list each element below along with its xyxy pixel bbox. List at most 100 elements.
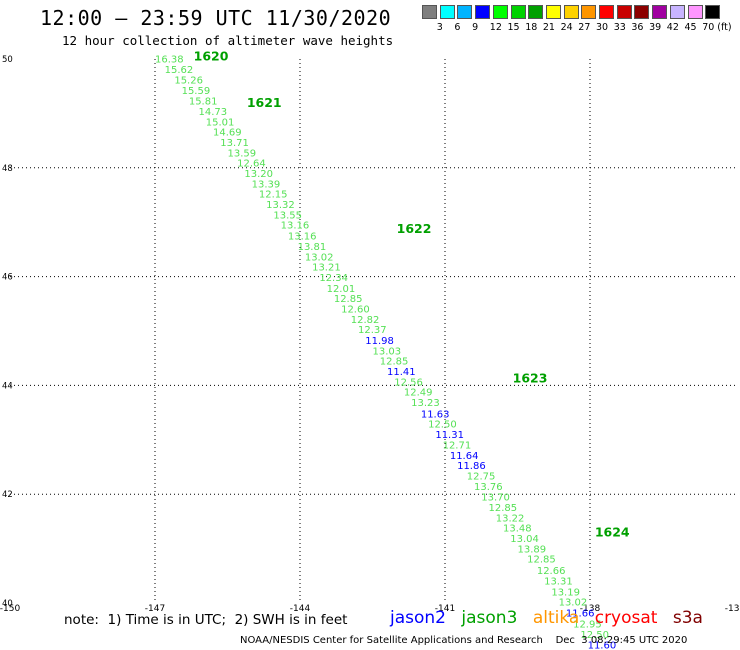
time-marker: 1623 xyxy=(513,371,548,386)
colorbar-swatch xyxy=(687,5,703,19)
swh-point: 12.85 xyxy=(380,357,409,368)
swh-point: 13.20 xyxy=(244,169,273,180)
swh-point: 12.01 xyxy=(327,284,356,295)
colorbar-swatch xyxy=(475,5,491,19)
colorbar-swatch xyxy=(705,5,721,19)
swh-point: 15.01 xyxy=(206,117,235,128)
colorbar-swatch xyxy=(422,5,437,19)
lat-tick-label: 42 xyxy=(2,490,13,500)
colorbar-swatch xyxy=(616,5,632,19)
swh-point: 13.23 xyxy=(411,398,440,409)
colorbar-swatch xyxy=(599,5,614,19)
swh-point: 13.81 xyxy=(298,242,327,253)
swh-point: 12.34 xyxy=(319,273,348,284)
colorbar-label: 15 xyxy=(507,22,520,33)
swh-point: 11.98 xyxy=(365,336,394,347)
colorbar-label: 30 xyxy=(596,22,609,33)
swh-point: 13.04 xyxy=(510,534,539,545)
swh-point: 13.02 xyxy=(305,252,334,263)
swh-point: 13.71 xyxy=(220,138,249,149)
colorbar-label: 3 xyxy=(436,22,443,33)
swh-point: 13.48 xyxy=(503,524,532,535)
swh-point: 13.32 xyxy=(266,200,295,211)
colorbar-swatch xyxy=(669,5,685,19)
page-subtitle: 12 hour collection of altimeter wave hei… xyxy=(62,33,394,48)
time-marker: 1621 xyxy=(247,95,282,110)
legend-jason3: jason3 xyxy=(461,608,518,628)
axis-ticks: -150 -147 -144 -141 -138 -135 50 48 46 44 42 40 xyxy=(0,55,740,614)
lat-tick-label: 46 xyxy=(2,273,13,283)
swh-point: 11.60 xyxy=(588,641,617,650)
swh-point: 14.69 xyxy=(213,128,242,139)
swh-point: 13.59 xyxy=(228,148,257,159)
legend-jason2: jason2 xyxy=(390,608,446,628)
swh-point: 13.21 xyxy=(312,263,341,274)
page-title: 12:00 — 23:59 UTC 11/30/2020 xyxy=(40,6,392,30)
swh-point: 12.85 xyxy=(489,503,518,514)
colorbar-swatch xyxy=(652,5,668,19)
swh-point: 12.50 xyxy=(428,419,457,430)
swh-point: 12.71 xyxy=(443,441,472,452)
swh-point: 16.38 xyxy=(155,54,184,65)
swh-point: 13.16 xyxy=(288,232,317,243)
colorbar-label: 6 xyxy=(454,22,461,33)
swh-point: 11.64 xyxy=(450,451,479,462)
colorbar-label: 27 xyxy=(578,22,591,33)
swh-point: 12.60 xyxy=(341,305,370,316)
lon-tick-label: -141 xyxy=(435,604,455,614)
lon-tick-label: -147 xyxy=(145,604,165,614)
credit-line: NOAA/NESDIS Center for Satellite Applica… xyxy=(240,635,688,646)
legend-cryosat: cryosat xyxy=(594,608,658,628)
swh-point: 12.49 xyxy=(404,388,433,399)
swh-point: 11.86 xyxy=(457,461,486,472)
swh-point: 13.39 xyxy=(252,179,281,190)
time-marker: 1620 xyxy=(194,49,229,64)
time-marker: 1624 xyxy=(595,525,630,540)
time-markers: 1620 1621 1622 1623 1624 xyxy=(194,49,630,540)
lat-tick-label: 44 xyxy=(2,381,13,391)
lat-tick-label: 48 xyxy=(2,164,13,174)
colorbar-label: 12 xyxy=(489,22,502,33)
lon-tick-label: -144 xyxy=(290,604,311,614)
swh-point: 13.76 xyxy=(474,482,503,493)
swh-point: 13.31 xyxy=(544,577,573,588)
swh-point: 12.95 xyxy=(573,619,602,630)
swh-point: 12.56 xyxy=(394,377,423,388)
colorbar-label: 39 xyxy=(649,22,662,33)
colorbar-label: 45 xyxy=(684,22,697,33)
colorbar-label: 70 (ft) xyxy=(702,22,732,33)
colorbar-label: 18 xyxy=(525,22,538,33)
swh-point: 13.16 xyxy=(281,221,310,232)
swh-point: 15.81 xyxy=(189,97,218,108)
colorbar-label: 9 xyxy=(472,22,479,33)
swh-point: 12.75 xyxy=(467,472,496,483)
swh-point: 13.19 xyxy=(551,587,580,598)
swh-point: 13.02 xyxy=(559,598,588,609)
swh-point: 15.26 xyxy=(174,75,203,86)
swh-point: 11.63 xyxy=(421,409,450,420)
legend-s3a: s3a xyxy=(672,608,703,628)
colorbar-label: 33 xyxy=(613,22,626,33)
time-marker: 1622 xyxy=(397,221,432,236)
swh-point: 12.85 xyxy=(527,555,556,566)
swh-point: 12.66 xyxy=(537,566,566,577)
colorbar-label: 24 xyxy=(560,22,573,33)
lon-tick-label: -135 xyxy=(725,604,740,614)
swh-point: 14.73 xyxy=(199,107,228,118)
colorbar-label: 21 xyxy=(542,22,555,33)
lat-tick-label: 40 xyxy=(2,599,13,609)
swh-point: 11.66 xyxy=(566,609,595,620)
colorbar-label: 36 xyxy=(631,22,644,33)
swh-point: 11.31 xyxy=(435,430,464,441)
colorbar-swatch xyxy=(528,5,544,19)
swh-point: 15.59 xyxy=(182,86,211,97)
swh-point: 13.22 xyxy=(496,513,525,524)
swh-point: 13.03 xyxy=(373,346,402,357)
colorbar-swatch xyxy=(581,5,597,19)
colorbar-label: 42 xyxy=(666,22,679,33)
swh-point: 13.55 xyxy=(273,210,302,221)
swh-point: 12.64 xyxy=(237,159,266,170)
colorbar-swatch xyxy=(492,5,508,19)
data-points: 16.3815.6215.2615.5915.8114.7315.0114.69… xyxy=(155,54,616,650)
